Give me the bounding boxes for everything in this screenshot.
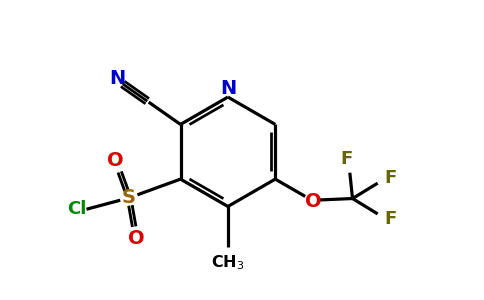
- Text: CH$_3$: CH$_3$: [211, 254, 244, 272]
- Text: F: F: [384, 210, 397, 228]
- Text: N: N: [109, 69, 125, 88]
- Text: F: F: [340, 150, 352, 168]
- Text: N: N: [220, 79, 236, 98]
- Text: S: S: [122, 188, 136, 207]
- Text: O: O: [107, 151, 123, 170]
- Text: F: F: [384, 169, 397, 188]
- Text: O: O: [128, 229, 145, 248]
- Text: O: O: [305, 191, 322, 211]
- Text: Cl: Cl: [67, 200, 87, 218]
